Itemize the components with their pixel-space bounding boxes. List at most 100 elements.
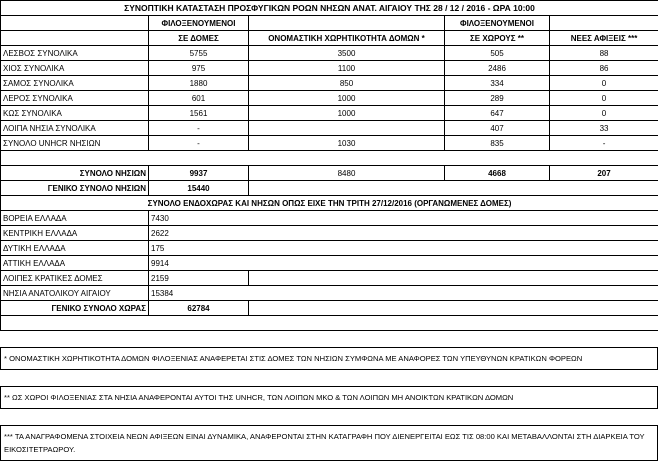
note-gap-3 (1, 409, 658, 426)
islands-grand-total-empty (249, 181, 658, 196)
cell-new-arrivals: 33 (550, 121, 658, 136)
note-gap-2 (1, 370, 658, 387)
header-sub-row: ΣΕ ΔΟΜΕΣ ΟΝΟΜΑΣΤΙΚΗ ΧΩΡΗΤΙΚΟΤΗΤΑ ΔΟΜΩΝ *… (1, 31, 658, 46)
list-item: ΚΕΝΤΡΙΚΗ ΕΛΛΑΔΑ 2622 (1, 226, 658, 241)
cell-new-arrivals: 86 (550, 61, 658, 76)
cell-nominal-capacity: 1000 (249, 106, 445, 121)
cell-in-structures: 5755 (149, 46, 249, 61)
cell-in-spaces: 835 (445, 136, 550, 151)
islands-total-in-spaces: 4668 (445, 166, 550, 181)
cell-in-spaces: 505 (445, 46, 550, 61)
row-label: ΧΙΟΣ ΣΥΝΟΛΙΚΑ (1, 61, 149, 76)
islands-total-in-structures: 9937 (149, 166, 249, 181)
cell-in-spaces: 334 (445, 76, 550, 91)
islands-grand-total-value: 15440 (149, 181, 249, 196)
cell-in-structures: - (149, 136, 249, 151)
cell-nominal-capacity: 3500 (249, 46, 445, 61)
mainland-row-value: 2159 (149, 271, 249, 286)
bottom-spacer-row (1, 316, 658, 331)
table-row: ΛΟΙΠΑ ΝΗΣΙΑ ΣΥΝΟΛΙΚΑ - 407 33 (1, 121, 658, 136)
mainland-row-value: 2622 (149, 226, 658, 241)
page-title: ΣΥΝΟΠΤΙΚΗ ΚΑΤΑΣΤΑΣΗ ΠΡΟΣΦΥΓΙΚΩΝ ΡΟΩΝ ΝΗΣ… (1, 1, 658, 16)
mainland-row-value: 7430 (149, 211, 658, 226)
mainland-section-title-row: ΣΥΝΟΛΟ ΕΝΔΟΧΩΡΑΣ ΚΑΙ ΝΗΣΩΝ ΟΠΩΣ ΕΙΧΕ ΤΗΝ… (1, 196, 658, 211)
list-item: ΑΤΤΙΚΗ ΕΛΛΑΔΑ 9914 (1, 256, 658, 271)
country-total-row: ΓΕΝΙΚΟ ΣΥΝΟΛΟ ΧΩΡΑΣ 62784 (1, 301, 658, 316)
islands-total-nominal-capacity: 8480 (249, 166, 445, 181)
cell-new-arrivals: 0 (550, 91, 658, 106)
islands-total-row: ΣΥΝΟΛΟ ΝΗΣΙΩΝ 9937 8480 4668 207 (1, 166, 658, 181)
cell-in-spaces: 2486 (445, 61, 550, 76)
notes-table: * ΟΝΟΜΑΣΤΙΚΗ ΧΩΡΗΤΙΚΟΤΗΤΑ ΔΟΜΩΝ ΦΙΛΟΞΕΝΙ… (0, 331, 658, 461)
spacer-cell (1, 151, 658, 166)
cell-in-structures: 975 (149, 61, 249, 76)
row-label: ΛΟΙΠΑ ΝΗΣΙΑ ΣΥΝΟΛΙΚΑ (1, 121, 149, 136)
header-region-col (1, 31, 149, 46)
header-nominal-capacity: ΟΝΟΜΑΣΤΙΚΗ ΧΩΡΗΤΙΚΟΤΗΤΑ ΔΟΜΩΝ * (249, 31, 445, 46)
table-row: ΛΕΣΒΟΣ ΣΥΝΟΛΙΚΑ 5755 3500 505 88 (1, 46, 658, 61)
mainland-row-label: ΚΕΝΤΡΙΚΗ ΕΛΛΑΔΑ (1, 226, 149, 241)
list-item: ΔΥΤΙΚΗ ΕΛΛΑΔΑ 175 (1, 241, 658, 256)
islands-total-new-arrivals: 207 (550, 166, 658, 181)
mainland-row-label: ΑΤΤΙΚΗ ΕΛΛΑΔΑ (1, 256, 149, 271)
cell-new-arrivals: 0 (550, 106, 658, 121)
header-new-arrivals: ΝΕΕΣ ΑΦΙΞΕΙΣ *** (550, 31, 658, 46)
spacer-row (1, 151, 658, 166)
mainland-row-label: ΒΟΡΕΙΑ ΕΛΛΑΔΑ (1, 211, 149, 226)
cell-in-spaces: 647 (445, 106, 550, 121)
header-hosted-spaces-group: ΦΙΛΟΞΕΝΟΥΜΕΝΟΙ (445, 16, 550, 31)
note-gap-row-1 (1, 331, 658, 348)
header-blank-2 (249, 16, 445, 31)
cell-nominal-capacity: 850 (249, 76, 445, 91)
header-blank-1 (1, 16, 149, 31)
cell-in-spaces: 407 (445, 121, 550, 136)
note-row-1: * ΟΝΟΜΑΣΤΙΚΗ ΧΩΡΗΤΙΚΟΤΗΤΑ ΔΟΜΩΝ ΦΙΛΟΞΕΝΙ… (1, 348, 658, 370)
country-total-value: 62784 (149, 301, 249, 316)
mainland-row-label: ΛΟΙΠΕΣ ΚΡΑΤΙΚΕΣ ΔΟΜΕΣ (1, 271, 149, 286)
header-in-spaces: ΣΕ ΧΩΡΟΥΣ ** (445, 31, 550, 46)
cell-nominal-capacity: 1100 (249, 61, 445, 76)
row-label: ΛΕΣΒΟΣ ΣΥΝΟΛΙΚΑ (1, 46, 149, 61)
note-gap-1 (1, 331, 658, 348)
islands-grand-total-row: ΓΕΝΙΚΟ ΣΥΝΟΛΟ ΝΗΣΙΩΝ 15440 (1, 181, 658, 196)
row-label: ΣΥΝΟΛΟ UNHCR ΝΗΣΙΩΝ (1, 136, 149, 151)
note-row-2: ** ΩΣ ΧΩΡΟΙ ΦΙΛΟΞΕΝΙΑΣ ΣΤΑ ΝΗΣΙΑ ΑΝΑΦΕΡΟ… (1, 387, 658, 409)
country-total-label: ΓΕΝΙΚΟ ΣΥΝΟΛΟ ΧΩΡΑΣ (1, 301, 149, 316)
list-item: ΛΟΙΠΕΣ ΚΡΑΤΙΚΕΣ ΔΟΜΕΣ 2159 (1, 271, 658, 286)
table-row: ΚΩΣ ΣΥΝΟΛΙΚΑ 1561 1000 647 0 (1, 106, 658, 121)
table-row: ΛΕΡΟΣ ΣΥΝΟΛΙΚΑ 601 1000 289 0 (1, 91, 658, 106)
cell-new-arrivals: 0 (550, 76, 658, 91)
cell-in-structures: 1880 (149, 76, 249, 91)
table-row: ΣΑΜΟΣ ΣΥΝΟΛΙΚΑ 1880 850 334 0 (1, 76, 658, 91)
note-hosting-spaces: ** ΩΣ ΧΩΡΟΙ ΦΙΛΟΞΕΝΙΑΣ ΣΤΑ ΝΗΣΙΑ ΑΝΑΦΕΡΟ… (1, 387, 658, 409)
cell-new-arrivals: - (550, 136, 658, 151)
mainland-section-title: ΣΥΝΟΛΟ ΕΝΔΟΧΩΡΑΣ ΚΑΙ ΝΗΣΩΝ ΟΠΩΣ ΕΙΧΕ ΤΗΝ… (1, 196, 658, 211)
note-nominal-capacity: * ΟΝΟΜΑΣΤΙΚΗ ΧΩΡΗΤΙΚΟΤΗΤΑ ΔΟΜΩΝ ΦΙΛΟΞΕΝΙ… (1, 348, 658, 370)
cell-in-spaces: 289 (445, 91, 550, 106)
main-table: ΣΥΝΟΠΤΙΚΗ ΚΑΤΑΣΤΑΣΗ ΠΡΟΣΦΥΓΙΚΩΝ ΡΟΩΝ ΝΗΣ… (0, 0, 658, 331)
title-row: ΣΥΝΟΠΤΙΚΗ ΚΑΤΑΣΤΑΣΗ ΠΡΟΣΦΥΓΙΚΩΝ ΡΟΩΝ ΝΗΣ… (1, 1, 658, 16)
mainland-row-value: 175 (149, 241, 658, 256)
header-in-structures: ΣΕ ΔΟΜΕΣ (149, 31, 249, 46)
cell-in-structures: 601 (149, 91, 249, 106)
header-hosted-structures-group: ΦΙΛΟΞΕΝΟΥΜΕΝΟΙ (149, 16, 249, 31)
cell-nominal-capacity: 1030 (249, 136, 445, 151)
list-item: ΒΟΡΕΙΑ ΕΛΛΑΔΑ 7430 (1, 211, 658, 226)
note-gap-row-2 (1, 370, 658, 387)
row-label: ΛΕΡΟΣ ΣΥΝΟΛΙΚΑ (1, 91, 149, 106)
table-row: ΣΥΝΟΛΟ UNHCR ΝΗΣΙΩΝ - 1030 835 - (1, 136, 658, 151)
mainland-row-value: 15384 (149, 286, 658, 301)
row-label: ΣΑΜΟΣ ΣΥΝΟΛΙΚΑ (1, 76, 149, 91)
cell-in-structures: 1561 (149, 106, 249, 121)
header-group-row: ΦΙΛΟΞΕΝΟΥΜΕΝΟΙ ΦΙΛΟΞΕΝΟΥΜΕΝΟΙ (1, 16, 658, 31)
cell-in-structures: - (149, 121, 249, 136)
bottom-spacer-cell (1, 316, 658, 331)
mainland-row-label: ΔΥΤΙΚΗ ΕΛΛΑΔΑ (1, 241, 149, 256)
mainland-row-value: 9914 (149, 256, 658, 271)
mainland-row-empty (249, 271, 658, 286)
row-label: ΚΩΣ ΣΥΝΟΛΙΚΑ (1, 106, 149, 121)
islands-total-label: ΣΥΝΟΛΟ ΝΗΣΙΩΝ (1, 166, 149, 181)
note-gap-row-3 (1, 409, 658, 426)
header-blank-3 (550, 16, 658, 31)
